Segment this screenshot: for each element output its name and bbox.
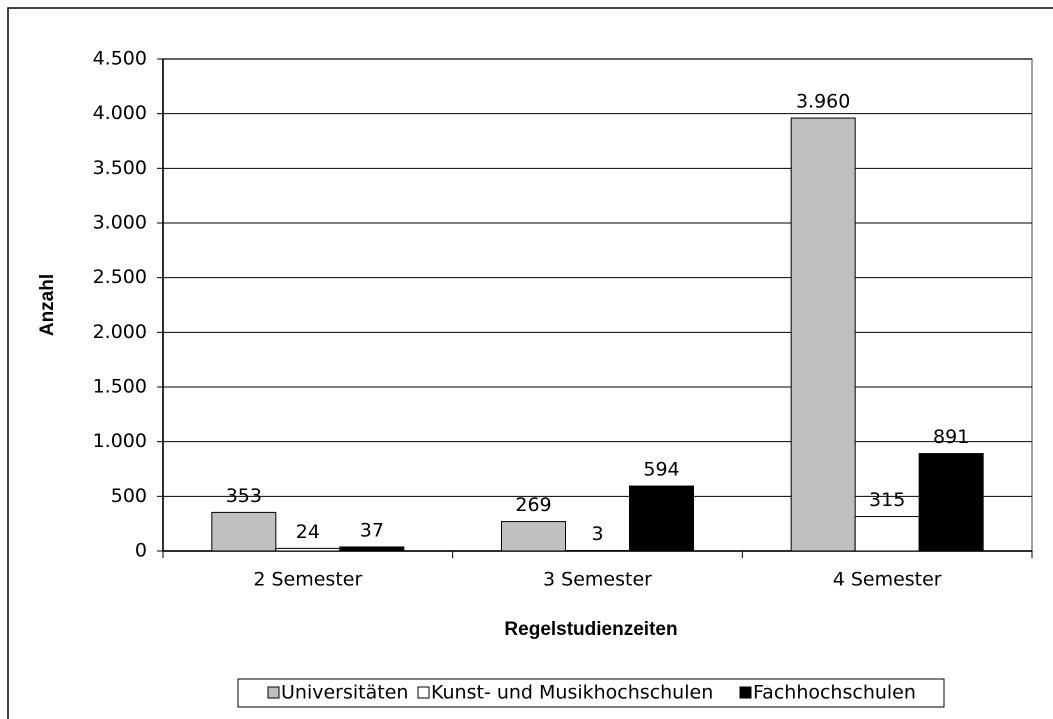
data-label: 37: [360, 519, 384, 541]
data-label: 269: [515, 494, 551, 516]
y-tick-label: 2.500: [93, 266, 147, 288]
x-axis-title: Regelstudienzeiten: [504, 619, 677, 640]
data-label: 315: [869, 489, 905, 511]
bar: [790, 117, 856, 552]
bar: [211, 511, 277, 552]
y-tick-label: 2.000: [93, 321, 147, 343]
y-tick-label: 4.500: [93, 48, 147, 70]
data-label: 353: [226, 485, 262, 507]
x-tick-label: 3 Semester: [543, 569, 652, 591]
legend-label: Fachhochschulen: [753, 682, 916, 704]
y-axis-title: Anzahl: [37, 274, 58, 336]
legend-label: Kunst- und Musikhochschulen: [431, 682, 713, 704]
legend-box: [237, 678, 945, 708]
data-label: 3.960: [796, 91, 850, 113]
legend-swatch: [417, 686, 430, 699]
data-label: 891: [933, 426, 969, 448]
y-tick-label: 1.500: [93, 376, 147, 398]
legend-label: Universitäten: [281, 682, 408, 704]
bar: [339, 546, 405, 552]
x-tick-label: 4 Semester: [833, 569, 942, 591]
data-label: 3: [591, 523, 603, 545]
bar: [275, 547, 341, 552]
chart-border: [7, 7, 1053, 719]
data-label: 24: [296, 521, 320, 543]
plot-area: [162, 58, 1033, 552]
legend-swatch: [739, 686, 752, 699]
legend-swatch: [267, 686, 280, 699]
y-tick-label: 4.000: [93, 102, 147, 124]
bar: [501, 521, 566, 552]
bar: [629, 485, 694, 552]
x-tick-label: 2 Semester: [253, 569, 362, 591]
y-tick-label: 1.000: [93, 430, 147, 452]
y-tick-label: 3.500: [93, 157, 147, 179]
y-tick-label: 500: [111, 485, 147, 507]
y-tick-label: 3.000: [93, 212, 147, 234]
y-tick-label: 0: [135, 540, 147, 562]
bar: [918, 453, 984, 552]
data-label: 594: [643, 459, 679, 481]
bar: [854, 516, 920, 552]
